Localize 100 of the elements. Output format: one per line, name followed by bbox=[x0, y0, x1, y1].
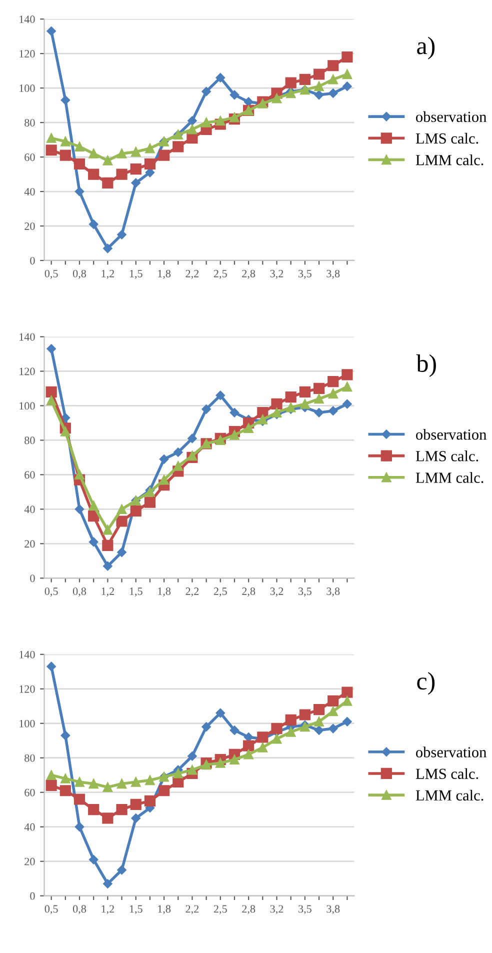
y-tick-label: 40 bbox=[24, 506, 35, 514]
x-tick-label: 1,5 bbox=[130, 905, 142, 914]
point bbox=[117, 548, 126, 557]
point bbox=[342, 51, 353, 63]
x-tick-label: 2,2 bbox=[186, 270, 199, 279]
point bbox=[102, 812, 114, 824]
legend-label: observation bbox=[416, 428, 486, 440]
point bbox=[299, 74, 310, 85]
y-tick-label: 80 bbox=[24, 754, 35, 762]
point bbox=[60, 730, 70, 740]
point bbox=[102, 540, 114, 551]
point bbox=[216, 116, 226, 126]
point bbox=[46, 386, 57, 398]
point bbox=[201, 760, 212, 770]
point bbox=[299, 709, 310, 720]
point bbox=[116, 778, 127, 789]
point bbox=[202, 404, 211, 414]
x-tick-label: 0,8 bbox=[72, 270, 86, 279]
point bbox=[342, 686, 353, 698]
point bbox=[286, 727, 296, 737]
point bbox=[285, 714, 296, 726]
point bbox=[131, 814, 140, 823]
point bbox=[201, 118, 212, 128]
point bbox=[60, 785, 71, 796]
point bbox=[116, 804, 128, 816]
point bbox=[60, 150, 71, 161]
point bbox=[314, 716, 324, 727]
point bbox=[103, 879, 112, 888]
point bbox=[173, 768, 183, 778]
point bbox=[328, 724, 338, 734]
point bbox=[230, 754, 240, 764]
point bbox=[314, 726, 324, 735]
x-tick-label: 3,2 bbox=[270, 905, 284, 914]
x-tick-label: 3,2 bbox=[270, 270, 284, 279]
point bbox=[271, 722, 282, 734]
point bbox=[60, 413, 70, 422]
y-tick-label: 20 bbox=[24, 222, 35, 230]
x-tick-label: 1,5 bbox=[130, 270, 142, 279]
point bbox=[88, 537, 98, 547]
y-tick-label: 0 bbox=[30, 256, 35, 264]
point bbox=[342, 82, 352, 91]
x-tick-label: 1,8 bbox=[158, 270, 171, 279]
point bbox=[285, 77, 296, 88]
point bbox=[131, 178, 140, 188]
point bbox=[230, 408, 240, 418]
point bbox=[244, 97, 254, 106]
point bbox=[314, 408, 324, 418]
point bbox=[172, 141, 184, 152]
point bbox=[46, 344, 56, 354]
point bbox=[314, 90, 324, 100]
x-tick-label: 1,8 bbox=[158, 588, 171, 597]
point bbox=[130, 777, 141, 787]
point bbox=[173, 461, 183, 471]
point bbox=[88, 220, 98, 229]
point bbox=[130, 798, 142, 810]
point bbox=[74, 504, 84, 514]
point bbox=[46, 780, 57, 792]
point bbox=[174, 448, 183, 457]
point bbox=[116, 168, 128, 180]
point bbox=[244, 750, 254, 760]
point bbox=[271, 398, 282, 410]
point bbox=[216, 708, 226, 718]
point bbox=[216, 758, 226, 768]
point bbox=[328, 88, 338, 98]
point bbox=[230, 112, 240, 122]
legend-label: LMS calc. bbox=[416, 768, 478, 780]
point bbox=[328, 695, 339, 707]
legend-label: observation bbox=[416, 111, 486, 122]
y-tick-label: 140 bbox=[20, 333, 35, 341]
x-tick-label: 3,5 bbox=[298, 270, 312, 279]
x-tick-label: 2,2 bbox=[186, 588, 199, 597]
x-tick-label: 0,8 bbox=[72, 905, 86, 914]
point bbox=[328, 706, 338, 716]
y-tick-label: 60 bbox=[24, 788, 35, 796]
point bbox=[216, 390, 226, 400]
point bbox=[130, 146, 141, 157]
x-tick-label: 1,2 bbox=[102, 270, 114, 279]
point bbox=[46, 770, 56, 780]
point bbox=[328, 388, 338, 398]
point bbox=[158, 150, 170, 161]
point bbox=[216, 435, 226, 446]
point bbox=[202, 86, 211, 96]
point bbox=[313, 68, 325, 80]
legend-label: LMS calc. bbox=[416, 450, 478, 462]
x-tick-label: 2,8 bbox=[242, 905, 256, 914]
point bbox=[342, 399, 352, 409]
point bbox=[74, 777, 84, 787]
point bbox=[116, 504, 127, 514]
y-tick-label: 20 bbox=[24, 858, 35, 866]
point bbox=[102, 177, 114, 188]
legend-label: LMM calc. bbox=[416, 154, 484, 166]
point bbox=[299, 386, 310, 398]
y-tick-label: 40 bbox=[24, 188, 35, 196]
point bbox=[145, 144, 155, 154]
y-tick-label: 120 bbox=[20, 50, 35, 58]
legend-label: LMM calc. bbox=[416, 790, 484, 801]
point bbox=[188, 116, 197, 126]
point bbox=[272, 734, 282, 744]
point bbox=[258, 742, 268, 752]
point bbox=[342, 369, 353, 380]
